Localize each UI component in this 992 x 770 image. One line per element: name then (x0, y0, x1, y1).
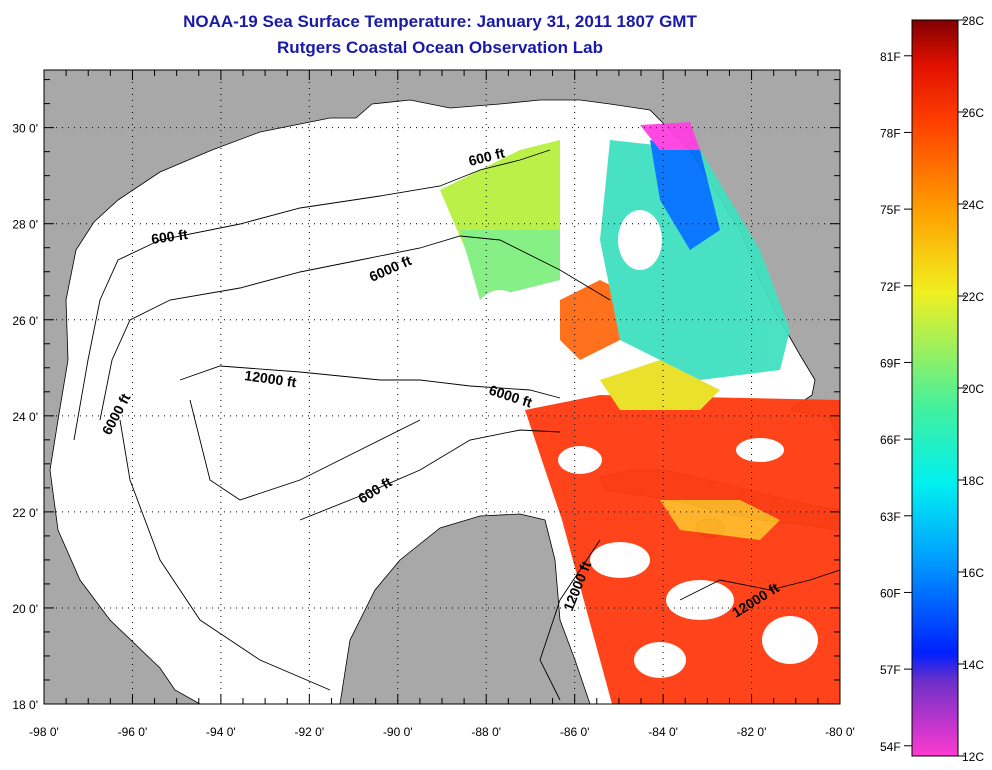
map-subtitle: Rutgers Coastal Ocean Observation Lab (277, 38, 603, 57)
longitude-label: -80 0' (825, 725, 855, 739)
fahrenheit-label: 63F (880, 510, 901, 524)
longitude-label: -90 0' (383, 725, 413, 739)
fahrenheit-label: 75F (880, 203, 901, 217)
fahrenheit-label: 69F (880, 356, 901, 370)
celsius-label: 20C (962, 382, 984, 396)
fahrenheit-label: 81F (880, 50, 901, 64)
latitude-labels: 30 0' 28 0' 26 0' 24 0' 22 0' 20 0' 18 0' (12, 122, 38, 712)
longitude-label: -94 0' (206, 725, 236, 739)
celsius-label: 16C (962, 566, 984, 580)
longitude-labels: -98 0' -96 0' -94 0' -92 0' -90 0' -88 0' -86 … (29, 725, 855, 739)
fahrenheit-label: 78F (880, 126, 901, 140)
bathymetry-contours (73, 149, 840, 701)
cloud-cover (470, 210, 818, 678)
fahrenheit-label: 57F (880, 663, 901, 677)
latitude-label: 30 0' (12, 122, 38, 136)
celsius-label: 18C (962, 474, 984, 488)
axis-ticks (43, 70, 841, 705)
colorbar-celsius-labels: 28C 26C 24C 22C 20C 18C 16C 14C 12C (962, 14, 984, 764)
celsius-label: 22C (962, 290, 984, 304)
longitude-label: -88 0' (471, 725, 501, 739)
colorbar (911, 19, 959, 757)
latitude-label: 18 0' (12, 698, 38, 712)
longitude-label: -82 0' (737, 725, 767, 739)
fahrenheit-label: 72F (880, 280, 901, 294)
contour-label: 12000 ft (244, 367, 298, 390)
longitude-label: -86 0' (560, 725, 590, 739)
longitude-label: -98 0' (29, 725, 59, 739)
yucatan-land (339, 513, 591, 704)
fahrenheit-label: 66F (880, 433, 901, 447)
sst-swath (440, 122, 840, 704)
latitude-label: 26 0' (12, 314, 38, 328)
contour-label: 600 ft (150, 226, 189, 247)
celsius-label: 14C (962, 658, 984, 672)
fahrenheit-label: 54F (880, 740, 901, 754)
longitude-label: -92 0' (295, 725, 325, 739)
latitude-label: 20 0' (12, 602, 38, 616)
celsius-label: 24C (962, 198, 984, 212)
latitude-label: 24 0' (12, 410, 38, 424)
longitude-label: -96 0' (118, 725, 148, 739)
celsius-label: 12C (962, 750, 984, 764)
latitude-label: 28 0' (12, 218, 38, 232)
longitude-label: -84 0' (648, 725, 678, 739)
fahrenheit-label: 60F (880, 586, 901, 600)
map-title: NOAA-19 Sea Surface Temperature: January… (183, 12, 697, 31)
colorbar-fahrenheit-labels: 81F 78F 75F 72F 69F 66F 63F 60F 57F 54F (880, 50, 901, 754)
celsius-label: 26C (962, 106, 984, 120)
graticule (44, 70, 840, 704)
colorbar-ticks (904, 19, 966, 757)
celsius-label: 28C (962, 14, 984, 28)
latitude-label: 22 0' (12, 506, 38, 520)
